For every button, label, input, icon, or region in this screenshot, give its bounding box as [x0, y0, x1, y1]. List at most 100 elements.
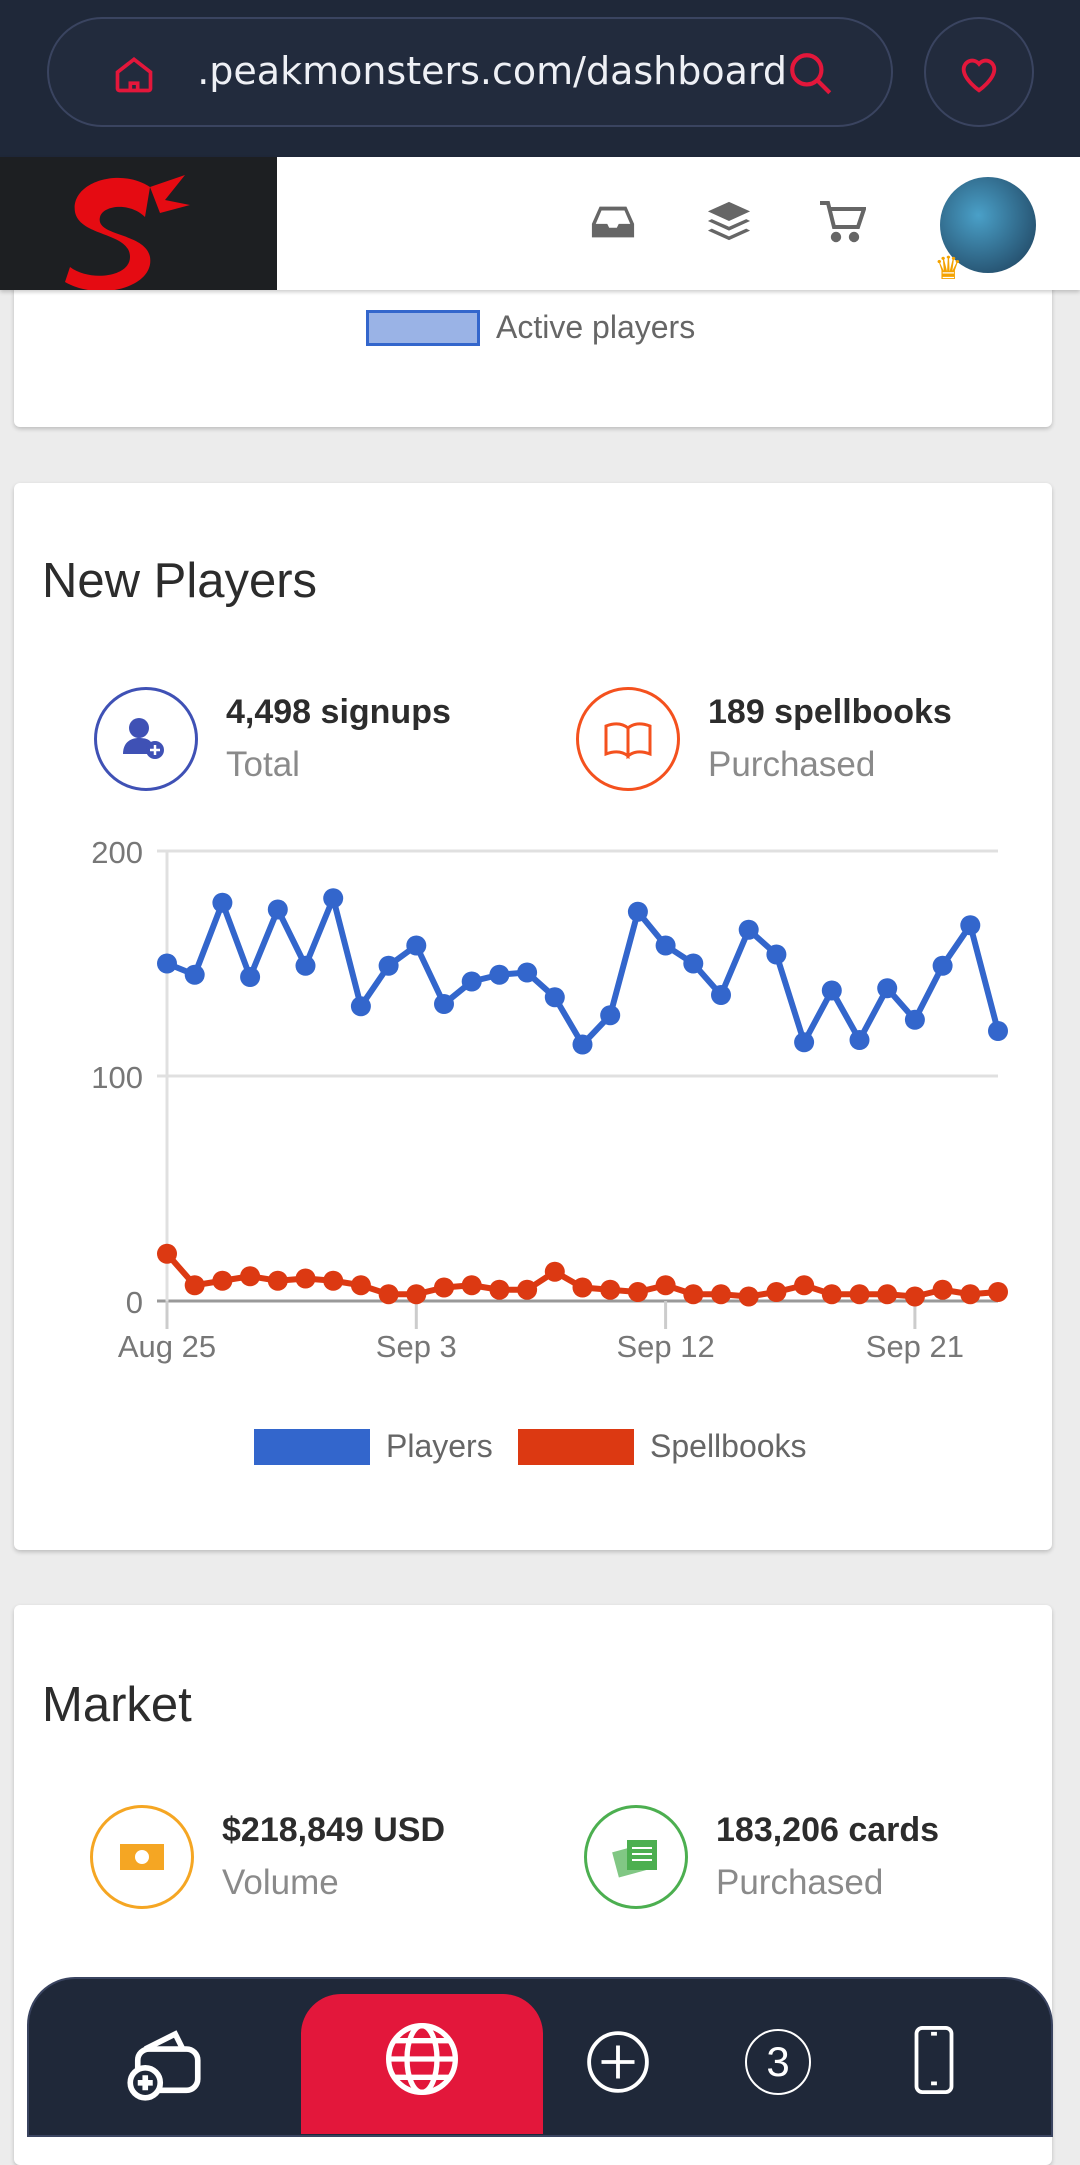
app-header: ♛	[0, 157, 1080, 292]
inbox-icon[interactable]	[590, 202, 636, 242]
crown-icon: ♛	[934, 250, 963, 286]
players-point	[655, 935, 676, 956]
cart-icon[interactable]	[818, 199, 866, 243]
x-tick-label: Sep 21	[866, 1329, 964, 1364]
signups-value: 4,498 signups	[226, 693, 451, 731]
plus-icon	[587, 2031, 649, 2093]
players-point	[295, 955, 316, 976]
browser-bar: splinterlands.peakmonsters.com/dashboard	[0, 0, 1080, 157]
legend-label: Active players	[496, 309, 696, 345]
spellbooks-label: Purchased	[708, 745, 876, 784]
spellbooks-point	[572, 1277, 593, 1298]
x-tick-label: Aug 25	[118, 1329, 216, 1364]
spellbooks-point	[627, 1282, 648, 1302]
spellbooks-point	[350, 1275, 371, 1296]
players-point	[627, 901, 648, 922]
user-add-icon	[94, 687, 198, 791]
spellbooks-point	[683, 1284, 704, 1305]
layers-icon[interactable]	[706, 199, 752, 243]
home-icon[interactable]	[112, 52, 156, 96]
spellbooks-point	[794, 1275, 815, 1296]
players-point	[267, 899, 288, 920]
x-tick-label: Sep 12	[616, 1329, 714, 1364]
favorite-button[interactable]	[924, 17, 1034, 127]
players-point	[738, 919, 759, 940]
spellbooks-point	[212, 1270, 233, 1291]
players-point	[544, 987, 565, 1008]
players-point	[434, 994, 454, 1014]
money-icon	[90, 1805, 194, 1909]
y-tick-label: 0	[126, 1285, 143, 1320]
wallet-add-icon	[127, 2030, 201, 2101]
add-button[interactable]	[585, 1979, 705, 2119]
spellbooks-point	[295, 1268, 316, 1289]
spellbooks-point	[932, 1279, 953, 1300]
cards-label: Purchased	[716, 1863, 884, 1902]
players-point	[212, 892, 233, 913]
players-point	[711, 985, 731, 1005]
spellbooks-point	[738, 1286, 759, 1307]
phone-icon	[914, 2026, 954, 2094]
y-tick-label: 100	[91, 1060, 143, 1095]
x-tick-label: Sep 3	[376, 1329, 457, 1364]
players-point	[323, 888, 344, 909]
spellbooks-value: 189 spellbooks	[708, 693, 952, 731]
spellbooks-point	[766, 1282, 787, 1302]
players-point	[517, 962, 538, 983]
spellbooks-point	[544, 1261, 565, 1282]
players-line	[165, 895, 1001, 1048]
y-tick-label: 200	[91, 835, 143, 870]
players-point	[378, 955, 399, 976]
chart-legend: Players Spellbooks	[254, 1427, 854, 1467]
wallet-add-button[interactable]	[119, 1979, 239, 2119]
spellbooks-point	[240, 1266, 261, 1287]
volume-label: Volume	[222, 1863, 339, 1902]
legend-swatch-spellbooks	[518, 1429, 634, 1465]
url-text[interactable]: splinterlands.peakmonsters.com/dashboard	[197, 49, 787, 93]
avatar[interactable]	[940, 177, 1036, 273]
players-point	[240, 967, 261, 987]
active-players-card: Active players	[14, 270, 1052, 427]
spellbooks-point	[821, 1284, 842, 1305]
players-point	[406, 935, 427, 956]
legend-label-spellbooks: Spellbooks	[650, 1428, 807, 1464]
players-point	[960, 915, 981, 936]
players-point	[489, 964, 510, 985]
spellbooks-point	[600, 1279, 621, 1300]
spellbooks-point	[655, 1275, 676, 1296]
section-title: Market	[42, 1678, 192, 1732]
dragon-logo-icon	[65, 175, 190, 292]
spellbooks-point	[849, 1284, 870, 1305]
spellbooks-point	[267, 1270, 288, 1291]
globe-button[interactable]	[301, 1994, 543, 2134]
players-point	[766, 944, 787, 965]
spellbooks-point	[157, 1243, 177, 1264]
players-point	[932, 955, 953, 976]
players-point	[794, 1032, 815, 1053]
legend-swatch-players	[254, 1429, 370, 1465]
spellbooks-point	[434, 1277, 454, 1298]
players-point	[904, 1009, 925, 1030]
globe-icon	[386, 2023, 458, 2095]
players-point	[461, 971, 482, 992]
spellbooks-point	[904, 1286, 925, 1307]
section-title: New Players	[42, 554, 318, 608]
spellbooks-point	[489, 1279, 510, 1300]
volume-value: $218,849 USD	[222, 1811, 446, 1849]
notifications-button[interactable]: 3	[745, 1979, 865, 2119]
new-players-chart: 0 100 200 Aug 25 Sep 3 Sep 12 Sep 21	[91, 835, 1008, 1364]
signups-label: Total	[226, 745, 300, 784]
search-icon[interactable]	[786, 49, 836, 99]
url-bar[interactable]: splinterlands.peakmonsters.com/dashboard	[47, 17, 893, 127]
spellbooks-point	[406, 1284, 427, 1305]
three-icon: 3	[745, 2029, 811, 2095]
legend-swatch	[366, 310, 480, 346]
logo[interactable]	[0, 157, 277, 292]
players-point	[988, 1021, 1008, 1041]
spellbooks-point	[960, 1284, 981, 1305]
players-point	[350, 996, 371, 1017]
mobile-button[interactable]	[909, 1979, 1029, 2119]
players-point	[600, 1005, 621, 1026]
spellbooks-point	[323, 1270, 344, 1291]
spellbooks-point	[378, 1284, 399, 1305]
